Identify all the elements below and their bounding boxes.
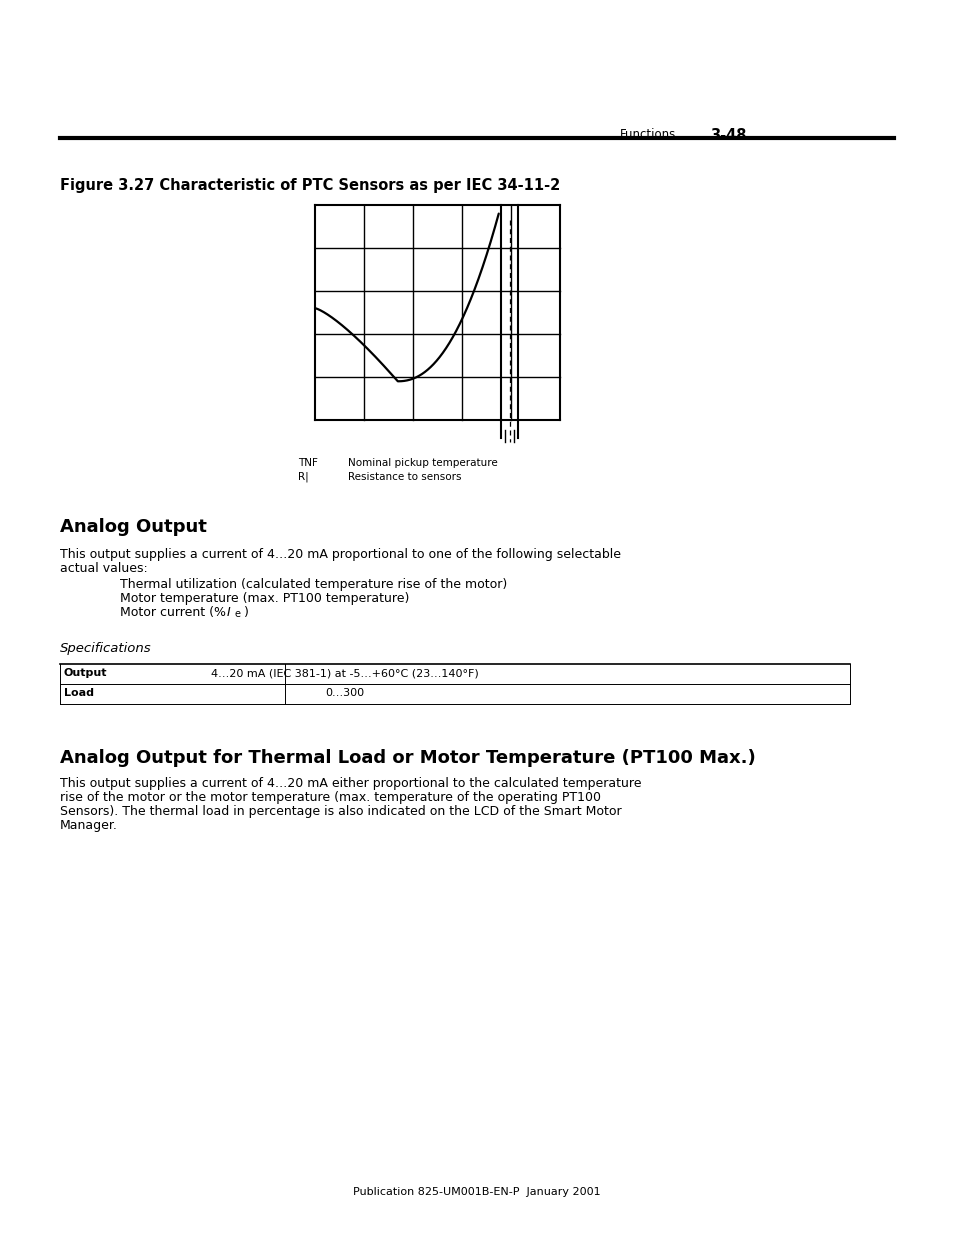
Text: Analog Output for Thermal Load or Motor Temperature (PT100 Max.): Analog Output for Thermal Load or Motor …	[60, 748, 755, 767]
Text: This output supplies a current of 4…20 mA proportional to one of the following s: This output supplies a current of 4…20 m…	[60, 548, 620, 561]
Text: Specifications: Specifications	[60, 642, 152, 655]
Text: Motor current (%: Motor current (%	[120, 606, 230, 619]
Text: Analog Output: Analog Output	[60, 517, 207, 536]
Text: 0…300: 0…300	[325, 688, 364, 698]
Text: Figure 3.27 Characteristic of PTC Sensors as per IEC 34-11-2: Figure 3.27 Characteristic of PTC Sensor…	[60, 178, 559, 193]
Text: Output: Output	[64, 668, 108, 678]
Text: 3-48: 3-48	[709, 128, 745, 143]
Text: Motor temperature (max. PT100 temperature): Motor temperature (max. PT100 temperatur…	[120, 592, 409, 605]
Text: I: I	[227, 606, 231, 619]
Text: rise of the motor or the motor temperature (max. temperature of the operating PT: rise of the motor or the motor temperatu…	[60, 790, 600, 804]
Text: e: e	[234, 609, 241, 619]
Text: Manager.: Manager.	[60, 819, 118, 832]
Text: Nominal pickup temperature: Nominal pickup temperature	[348, 458, 497, 468]
Text: ): )	[244, 606, 249, 619]
Text: This output supplies a current of 4…20 mA either proportional to the calculated : This output supplies a current of 4…20 m…	[60, 777, 640, 790]
Text: R|: R|	[297, 472, 309, 483]
Text: Publication 825-UM001B-EN-P  January 2001: Publication 825-UM001B-EN-P January 2001	[353, 1187, 600, 1197]
Text: Load: Load	[64, 688, 94, 698]
Text: Resistance to sensors: Resistance to sensors	[348, 472, 461, 482]
Text: Thermal utilization (calculated temperature rise of the motor): Thermal utilization (calculated temperat…	[120, 578, 507, 592]
Text: TNF: TNF	[297, 458, 317, 468]
Text: Sensors). The thermal load in percentage is also indicated on the LCD of the Sma: Sensors). The thermal load in percentage…	[60, 805, 621, 818]
Text: actual values:: actual values:	[60, 562, 148, 576]
Text: Functions: Functions	[619, 128, 676, 141]
Text: 4…20 mA (IEC 381-1) at -5…+60°C (23…140°F): 4…20 mA (IEC 381-1) at -5…+60°C (23…140°…	[211, 668, 478, 678]
